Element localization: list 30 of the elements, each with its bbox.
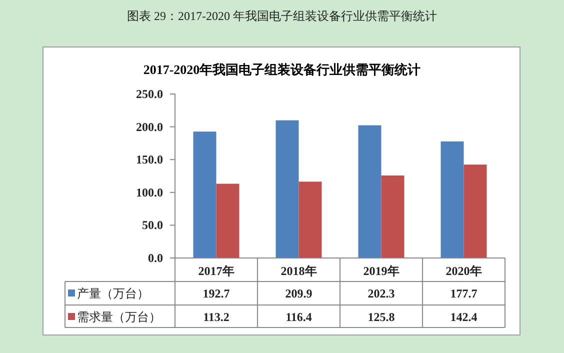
- x-tick-label: 2018年: [280, 264, 317, 278]
- data-label: 116.4: [286, 310, 312, 324]
- y-tick-label: 100.0: [136, 185, 163, 200]
- legend-label: 产量（万台）: [77, 286, 149, 300]
- bar: [193, 132, 216, 258]
- y-tick-label: 0.0: [148, 251, 163, 265]
- text: 图表 29：2017-2020 年我国电子组装设备行业供需平衡统计: [127, 9, 437, 23]
- x-tick-label: 2020年: [446, 264, 482, 278]
- bar: [381, 175, 404, 258]
- x-tick-label: 2019年: [363, 264, 400, 278]
- data-label: 192.7: [202, 286, 230, 300]
- chart-title: 2017-2020年我国电子组装设备行业供需平衡统计: [143, 62, 421, 77]
- bar: [464, 164, 487, 258]
- data-label: 113.2: [203, 310, 230, 324]
- y-tick-label: 200.0: [136, 120, 163, 134]
- bar: [358, 125, 382, 258]
- data-label: 209.9: [285, 286, 312, 300]
- y-tick-label: 150.0: [136, 152, 163, 167]
- y-tick-label: 250.0: [136, 87, 163, 101]
- data-label: 142.4: [450, 310, 478, 324]
- data-label: 177.7: [450, 286, 478, 300]
- bar: [216, 184, 240, 258]
- data-label: 125.8: [368, 310, 395, 324]
- bar: [440, 141, 464, 258]
- y-tick-label: 50.0: [142, 218, 163, 232]
- data-label: 202.3: [368, 286, 395, 300]
- x-tick-label: 2017年: [198, 264, 234, 278]
- legend-label: 需求量（万台）: [77, 310, 161, 324]
- bar: [298, 182, 322, 258]
- bar: [276, 120, 299, 258]
